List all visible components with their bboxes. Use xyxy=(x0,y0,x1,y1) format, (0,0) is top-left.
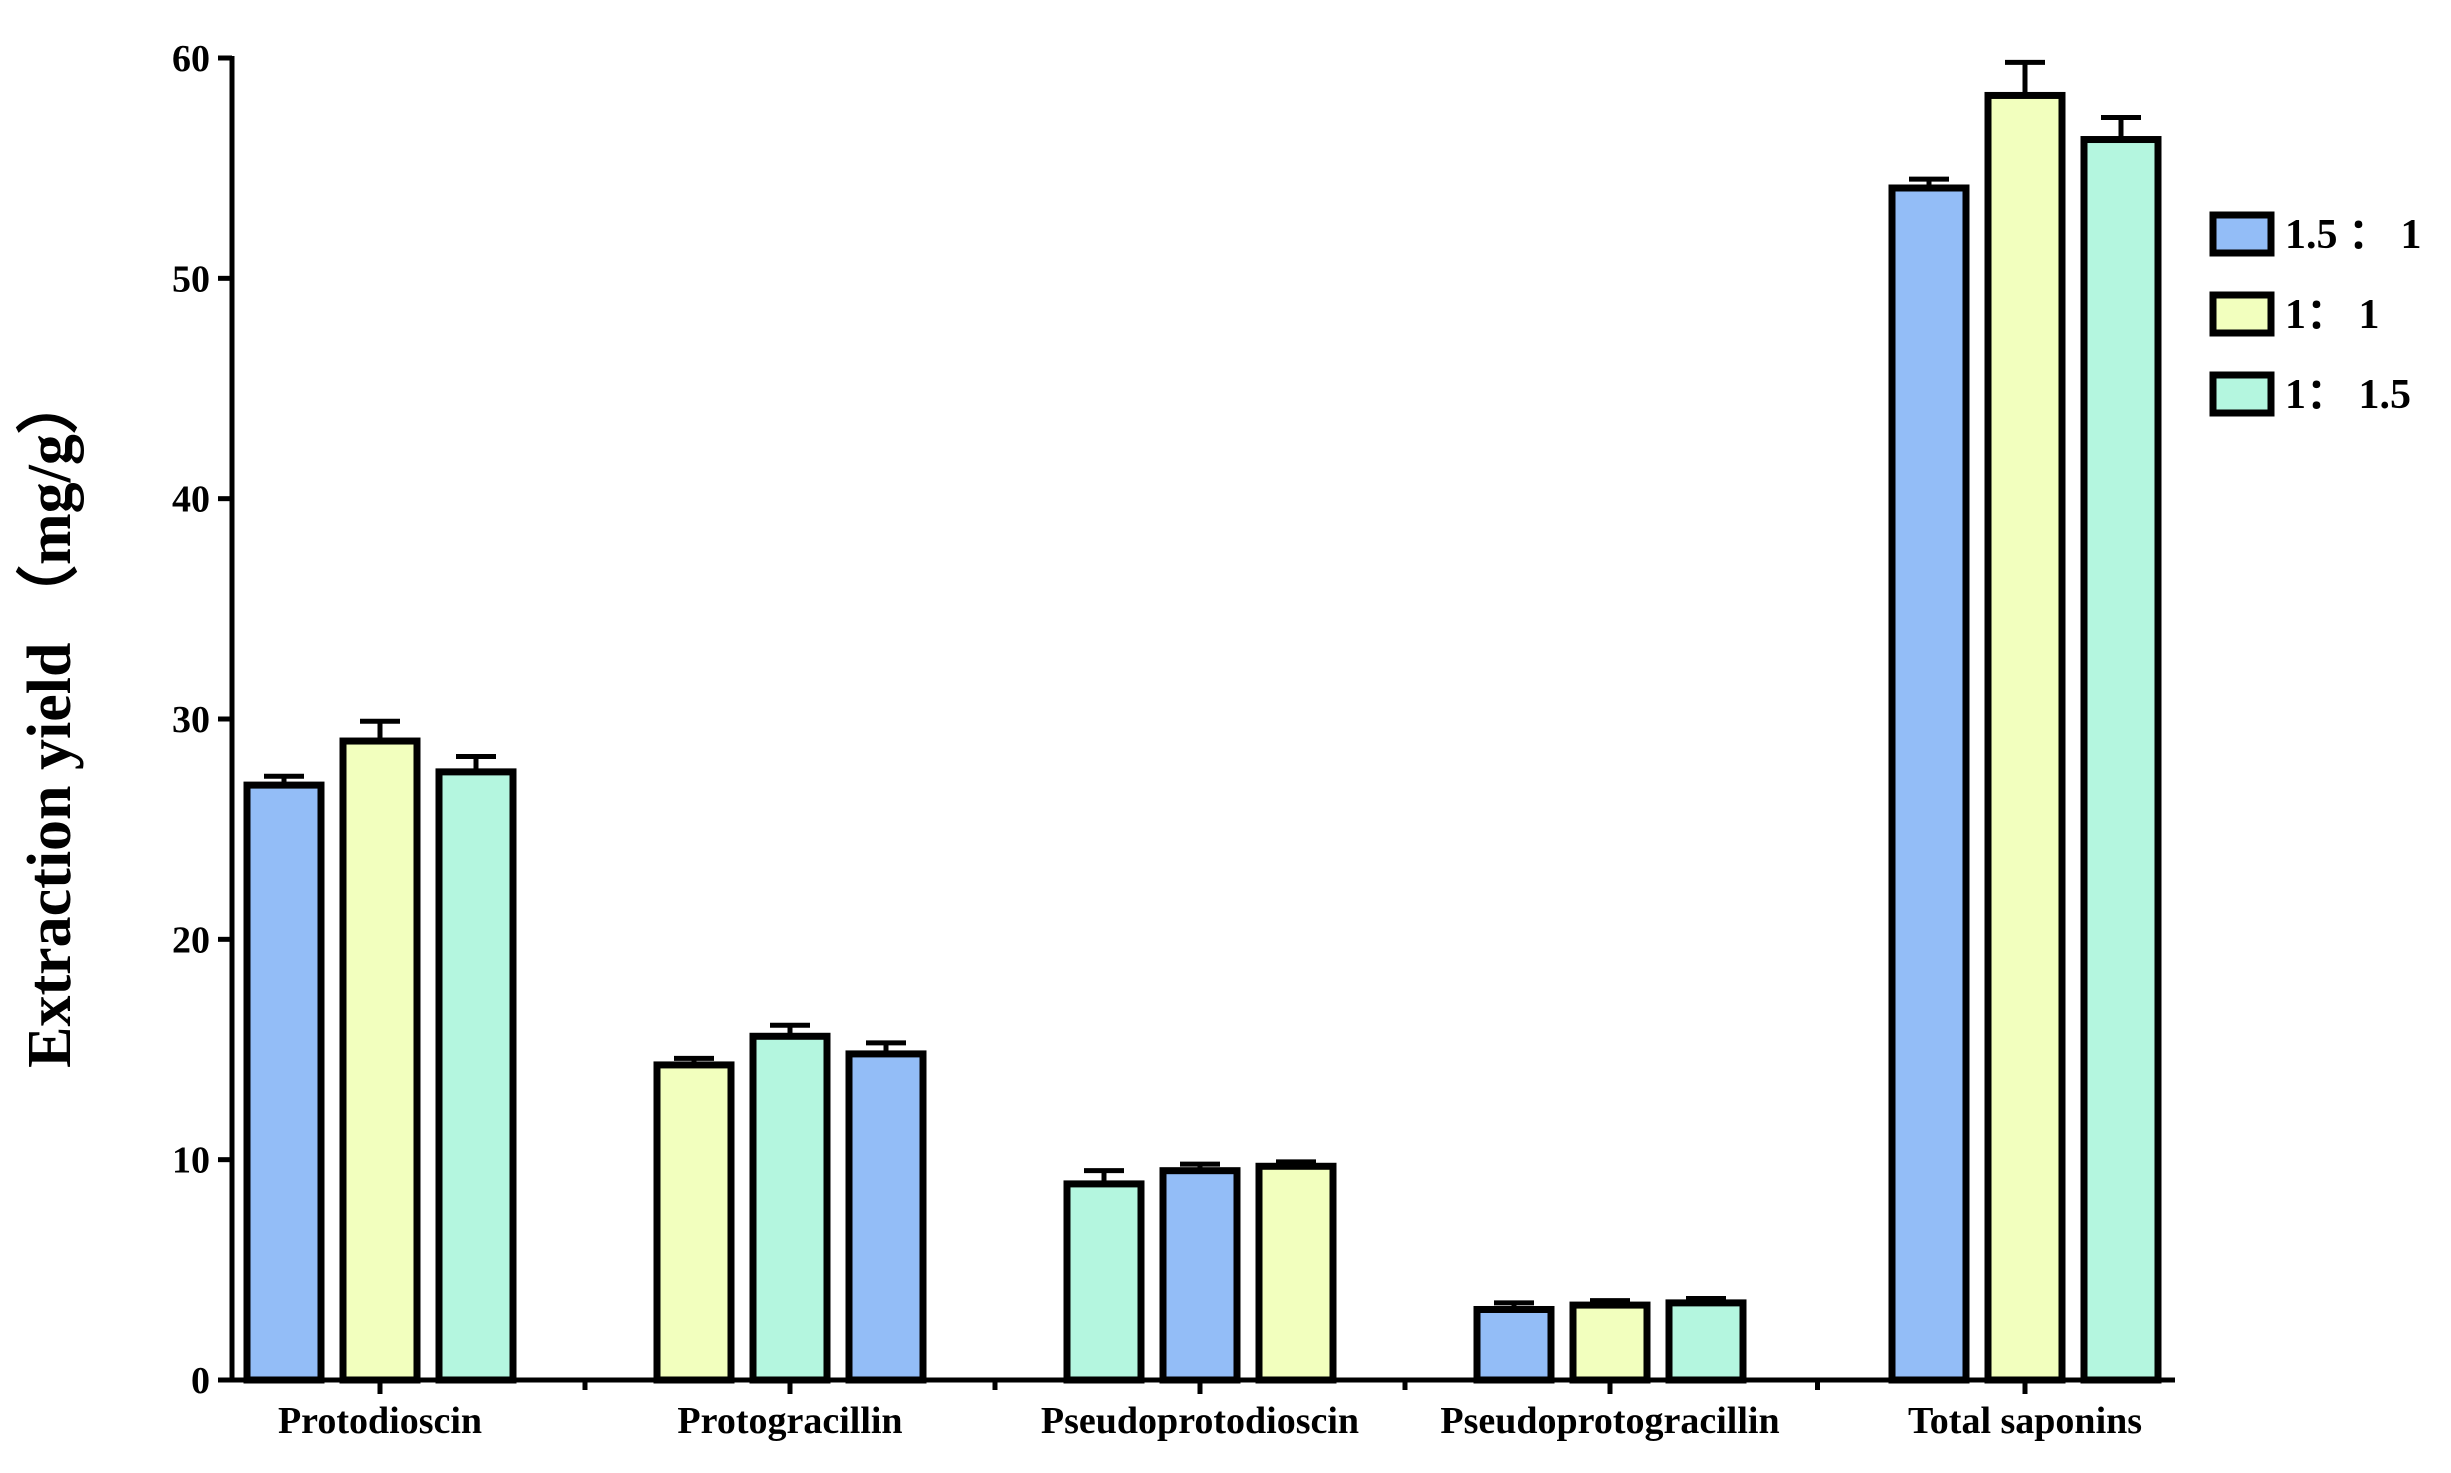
bar xyxy=(243,781,325,1384)
bar xyxy=(1159,1167,1241,1384)
bars-group xyxy=(243,59,2162,1384)
y-axis-title: Extraction yield （mg/g） xyxy=(14,372,84,1068)
bar xyxy=(1063,1180,1145,1384)
legend-label: 1.5 ： 1 xyxy=(2285,212,2422,258)
bar xyxy=(1569,1301,1651,1384)
y-tick-label: 30 xyxy=(172,699,210,741)
category-label: Protodioscin xyxy=(278,1400,482,1442)
bar xyxy=(845,1050,927,1384)
legend-label: 1： 1.5 xyxy=(2285,372,2411,418)
legend-swatch xyxy=(2209,291,2275,337)
bar xyxy=(749,1032,831,1384)
legend-label: 1： 1 xyxy=(2285,292,2380,338)
bar xyxy=(1255,1162,1337,1384)
bar xyxy=(1665,1299,1747,1384)
category-label: Pseudoprotogracillin xyxy=(1440,1400,1779,1442)
category-label: Protogracillin xyxy=(677,1400,902,1442)
bar xyxy=(339,737,421,1384)
y-tick-label: 10 xyxy=(172,1140,210,1182)
bar xyxy=(1888,184,1970,1384)
bar xyxy=(435,768,517,1384)
y-tick-label: 20 xyxy=(172,919,210,961)
bar xyxy=(1473,1305,1555,1384)
category-label: Total saponins xyxy=(1908,1400,2142,1442)
category-label: Pseudoprotodioscin xyxy=(1041,1400,1359,1442)
bar xyxy=(1984,91,2066,1384)
legend-swatch xyxy=(2209,371,2275,417)
y-tick-label: 60 xyxy=(172,38,210,80)
axes: 0 10 20 30 40 50 60 xyxy=(172,38,2175,1402)
y-tick-label: 0 xyxy=(191,1360,210,1402)
legend: 1.5 ： 1 1： 1 1： 1.5 xyxy=(2209,211,2422,418)
bar xyxy=(2080,136,2162,1384)
y-tick-label: 50 xyxy=(172,258,210,300)
category-labels: Protodioscin Protogracillin Pseudoprotodio… xyxy=(278,1400,2142,1442)
legend-swatch xyxy=(2209,211,2275,257)
y-tick-label: 40 xyxy=(172,479,210,521)
bar xyxy=(653,1061,735,1384)
